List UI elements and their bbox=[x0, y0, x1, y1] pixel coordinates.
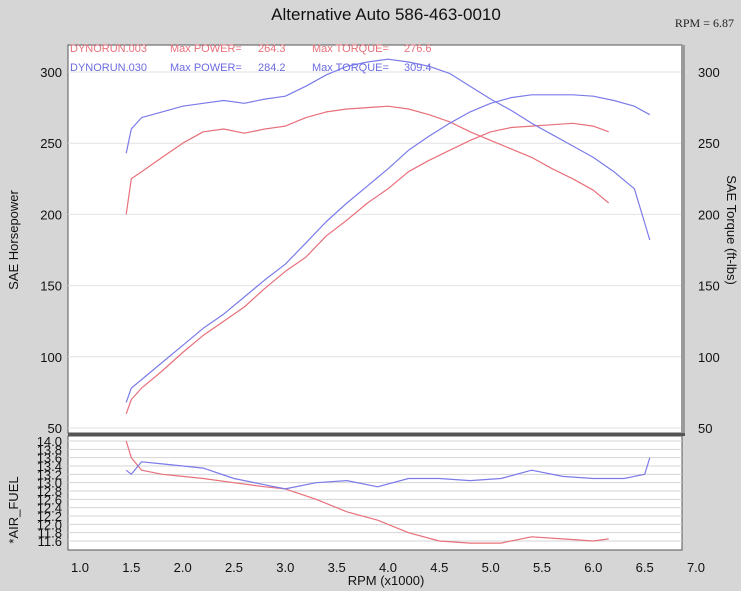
x-tick-label: 3.0 bbox=[276, 560, 294, 575]
hp-tick-label: 50 bbox=[48, 421, 62, 436]
legend-entry-run-1: DYNORUN.003 Max POWER= 264.3 Max TORQUE=… bbox=[70, 43, 432, 55]
legend-torque-label: Max TORQUE= bbox=[312, 62, 389, 74]
air-fuel-tick-label: 11.8 bbox=[38, 526, 62, 541]
air-fuel-axis-label: *AIR_FUEL bbox=[6, 476, 21, 543]
chart-title: Alternative Auto 586-463-0010 bbox=[271, 5, 501, 24]
x-tick-label: 5.5 bbox=[533, 560, 551, 575]
air-fuel-tick-label: 13.2 bbox=[37, 467, 62, 482]
legend-run-name: DYNORUN.030 bbox=[70, 62, 147, 74]
torque-tick-label: 250 bbox=[698, 136, 720, 151]
series-torque-dynorun-030 bbox=[125, 58, 651, 241]
hp-axis-label: SAE Horsepower bbox=[6, 189, 21, 289]
x-tick-label: 6.0 bbox=[584, 560, 602, 575]
x-tick-label: 6.5 bbox=[636, 560, 654, 575]
air-fuel-tick-label: 11.6 bbox=[38, 534, 62, 549]
legend-torque-value: 276.6 bbox=[404, 43, 432, 55]
air-fuel-tick-label: 12.2 bbox=[37, 509, 62, 524]
upper-panel: 50 100 150 200 250 300 50 100 150 200 250 300 SAE … bbox=[6, 44, 739, 436]
x-ticks: 1.0 1.5 2.0 2.5 3.0 3.5 4.0 4.5 5.0 5.5 6.0 6.5 7.0 bbox=[71, 560, 705, 575]
x-tick-label: 2.0 bbox=[174, 560, 192, 575]
series-air_fuel-dynorun-030 bbox=[125, 457, 651, 490]
air-fuel-tick-label: 12.4 bbox=[37, 501, 62, 516]
x-tick-label: 4.0 bbox=[379, 560, 397, 575]
hp-tick-label: 300 bbox=[40, 65, 62, 80]
hp-tick-label: 200 bbox=[40, 207, 62, 222]
upper-right-rail bbox=[681, 45, 685, 433]
hp-tick-label: 150 bbox=[40, 279, 62, 294]
air-fuel-tick-label: 13.0 bbox=[37, 476, 62, 491]
x-tick-label: 5.0 bbox=[482, 560, 500, 575]
upper-y-ticks-right: 50 100 150 200 250 300 bbox=[698, 65, 720, 436]
air-fuel-tick-label: 13.6 bbox=[37, 451, 62, 466]
legend-power-value: 264.3 bbox=[258, 43, 286, 55]
torque-tick-label: 200 bbox=[698, 207, 720, 222]
x-tick-label: 3.5 bbox=[328, 560, 346, 575]
lower-y-ticks: 14.013.813.613.413.213.012.812.612.412.2… bbox=[37, 434, 62, 549]
x-tick-label: 7.0 bbox=[687, 560, 705, 575]
upper-plot-area bbox=[67, 44, 683, 434]
rpm-readout: RPM = 6.87 bbox=[675, 16, 734, 30]
legend-power-label: Max POWER= bbox=[170, 43, 242, 55]
series-power-dynorun-030 bbox=[125, 94, 651, 403]
hp-tick-label: 100 bbox=[40, 350, 62, 365]
x-tick-label: 4.5 bbox=[430, 560, 448, 575]
lower-lines bbox=[125, 440, 651, 544]
x-tick-label: 2.5 bbox=[225, 560, 243, 575]
legend-entry-run-2: DYNORUN.030 Max POWER= 284.2 Max TORQUE=… bbox=[70, 62, 432, 74]
air-fuel-tick-label: 13.8 bbox=[37, 442, 62, 457]
air-fuel-tick-label: 12.8 bbox=[37, 484, 62, 499]
legend: DYNORUN.003 Max POWER= 264.3 Max TORQUE=… bbox=[70, 43, 432, 74]
legend-torque-label: Max TORQUE= bbox=[312, 43, 389, 55]
lower-plot-area bbox=[67, 435, 683, 551]
torque-tick-label: 100 bbox=[698, 350, 720, 365]
panel-divider bbox=[68, 433, 685, 436]
hp-tick-label: 250 bbox=[40, 136, 62, 151]
x-tick-label: 1.5 bbox=[122, 560, 140, 575]
torque-axis-label: SAE Torque (ft-lbs) bbox=[724, 175, 739, 285]
lower-panel: 14.013.813.613.413.213.012.812.612.412.2… bbox=[6, 434, 683, 551]
series-torque-dynorun-003 bbox=[125, 105, 610, 215]
legend-power-value: 284.2 bbox=[258, 62, 286, 74]
air-fuel-tick-label: 12.6 bbox=[37, 492, 62, 507]
air-fuel-tick-label: 14.0 bbox=[37, 434, 62, 449]
upper-grid bbox=[68, 71, 682, 429]
torque-tick-label: 300 bbox=[698, 65, 720, 80]
legend-power-label: Max POWER= bbox=[170, 62, 242, 74]
x-tick-label: 1.0 bbox=[71, 560, 89, 575]
series-power-dynorun-003 bbox=[125, 122, 609, 415]
upper-lines bbox=[125, 58, 651, 415]
upper-y-ticks-left: 50 100 150 200 250 300 bbox=[40, 65, 62, 436]
torque-tick-label: 150 bbox=[698, 279, 720, 294]
air-fuel-tick-label: 13.4 bbox=[37, 459, 62, 474]
series-air_fuel-dynorun-003 bbox=[125, 440, 609, 544]
lower-grid bbox=[68, 440, 682, 542]
x-axis-label: RPM (x1000) bbox=[348, 573, 425, 588]
torque-tick-label: 50 bbox=[698, 421, 712, 436]
legend-run-name: DYNORUN.003 bbox=[70, 43, 147, 55]
legend-torque-value: 309.4 bbox=[404, 62, 432, 74]
air-fuel-tick-label: 12.0 bbox=[37, 517, 62, 532]
